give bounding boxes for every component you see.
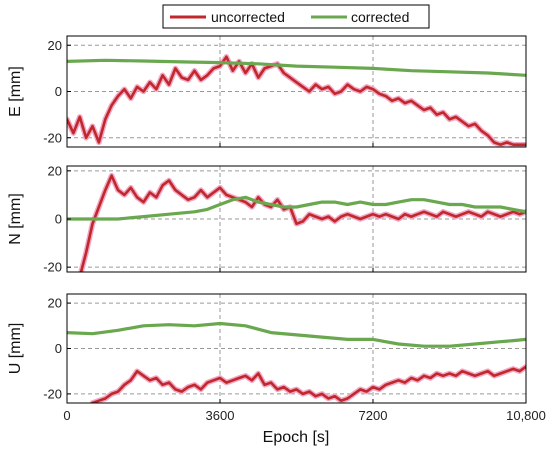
legend: uncorrected corrected (162, 4, 430, 29)
panel-1: -20 0 20 N [mm] (7, 163, 527, 275)
series-line-uncorrected-0 (67, 55, 526, 146)
y-tick-label-1-1: 0 (55, 212, 62, 227)
y-tick-label-1-0: -20 (43, 260, 62, 275)
y-tick-label-0-2: 20 (48, 38, 62, 53)
y-tick-label-1-2: 20 (48, 163, 62, 178)
x-axis-label: Epoch [s] (263, 429, 330, 446)
series-line-corrected-0 (67, 58, 526, 77)
series-line-corrected-1 (67, 195, 526, 221)
x-tick-label-0: 0 (63, 408, 70, 423)
y-axis-label-1: N [mm] (7, 193, 24, 245)
y-tick-label-0-1: 0 (55, 84, 62, 99)
panel-2: -20 0 20 U [mm] (7, 293, 527, 404)
y-axis-label-0: E [mm] (7, 66, 24, 117)
series-line-uncorrected-1 (79, 174, 526, 272)
x-tick-label-3: 10,800 (506, 408, 546, 423)
y-tick-label-2-2: 20 (48, 296, 62, 311)
y-tick-label-2-1: 0 (55, 341, 62, 356)
plot-area-2 (67, 294, 526, 403)
y-tick-label-2-0: -20 (43, 386, 62, 401)
panel-0: -20 0 20 E [mm] (7, 35, 527, 148)
x-tick-label-2: 7200 (359, 408, 388, 423)
series-line-corrected-2 (67, 321, 526, 348)
legend-box (162, 4, 430, 29)
y-axis-label-2: U [mm] (7, 323, 24, 375)
y-tick-label-0-0: -20 (43, 130, 62, 145)
legend-label-corrected: corrected (351, 9, 409, 25)
legend-label-uncorrected: uncorrected (211, 9, 285, 25)
series-line-uncorrected-2 (91, 365, 526, 403)
x-tick-label-1: 3600 (206, 408, 235, 423)
